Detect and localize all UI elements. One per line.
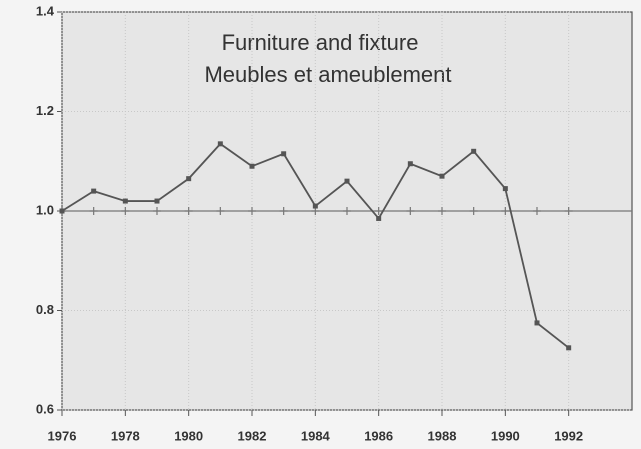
point [312,203,318,209]
x-tick-label: 1988 [428,428,457,443]
reference-marker [374,207,383,215]
point [502,186,508,192]
point [186,176,192,182]
point [439,173,445,179]
reference-marker [406,207,415,215]
x-tick-label: 1976 [48,428,77,443]
point [344,178,350,184]
y-tick-label: 0.8 [36,302,54,317]
x-tick-label: 1990 [491,428,520,443]
point [249,163,255,169]
reference-marker [469,207,478,215]
reference-marker [216,207,225,215]
reference-marker [564,207,573,215]
y-tick-label: 1.4 [36,3,55,18]
point [376,215,382,221]
y-tick-label: 1.2 [36,103,54,118]
point [154,198,160,204]
reference-marker [121,207,130,215]
reference-marker [533,207,541,215]
reference-marker [184,207,193,215]
point [471,148,477,154]
x-tick-label: 1992 [554,428,583,443]
point [59,208,65,214]
y-tick-label: 0.6 [36,401,54,416]
x-tick-label: 1982 [238,428,267,443]
chart-title: Furniture and fixture [222,30,419,55]
reference-marker [438,207,446,215]
reference-marker [153,207,161,215]
point [407,161,413,167]
point [91,188,97,194]
point [122,198,128,204]
point [534,320,540,326]
reference-marker [279,207,288,215]
y-tick-label: 1.0 [36,202,54,217]
reference-marker [343,207,351,215]
x-tick-label: 1986 [364,428,393,443]
chart-subtitle: Meubles et ameublement [204,62,451,87]
point [217,141,223,147]
reference-marker [248,207,256,215]
x-tick-label: 1978 [111,428,140,443]
point [281,151,287,157]
point [566,345,572,351]
reference-marker [501,207,510,215]
reference-marker [89,207,98,215]
x-tick-label: 1984 [301,428,331,443]
x-tick-label: 1980 [174,428,203,443]
